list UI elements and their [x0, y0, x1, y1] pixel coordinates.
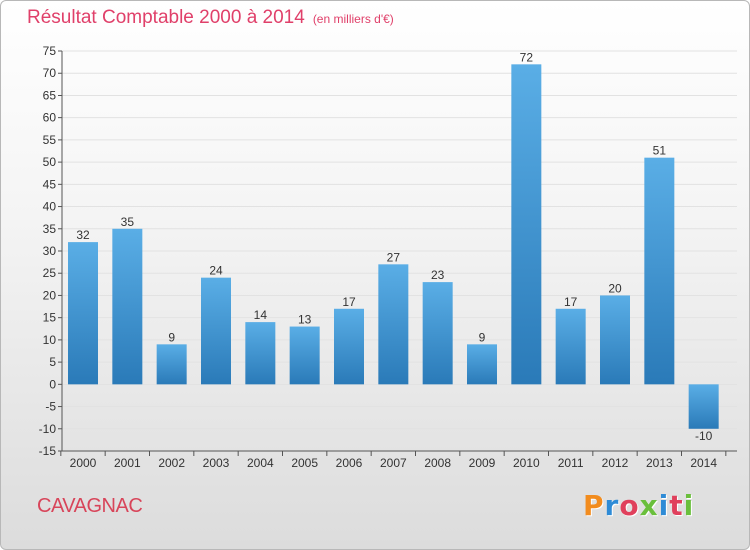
y-tick-label: 0: [49, 377, 56, 391]
y-tick-label: 35: [43, 222, 57, 236]
data-label: 9: [168, 330, 175, 344]
logo-letter: P: [583, 489, 605, 522]
bar: [334, 308, 364, 385]
title-unit: (en milliers d'€): [312, 12, 394, 26]
y-tick-label: 20: [43, 288, 57, 302]
y-tick-label: 25: [43, 266, 57, 280]
data-label: 51: [653, 144, 667, 158]
y-tick-label: 30: [43, 244, 57, 258]
logo-letter: o: [619, 489, 640, 522]
y-tick-label: 5: [49, 355, 56, 369]
bar: [112, 228, 143, 385]
x-tick-label: 2003: [203, 456, 230, 470]
y-tick-label: 45: [43, 177, 57, 191]
x-tick-label: 2006: [336, 456, 363, 470]
x-tick-label: 2013: [646, 456, 673, 470]
y-tick-label: 60: [43, 111, 57, 125]
data-label: 14: [254, 308, 268, 322]
x-tick-label: 2007: [380, 456, 407, 470]
logo-letter: t: [669, 489, 684, 522]
y-tick-label: 55: [43, 133, 57, 147]
bar: [156, 344, 187, 385]
data-label: 9: [479, 330, 486, 344]
data-label: 20: [608, 281, 622, 295]
y-tick-label: 10: [43, 333, 57, 347]
data-label: 72: [520, 50, 534, 64]
y-tick-label: 50: [43, 155, 57, 169]
y-tick-label: -5: [45, 400, 56, 414]
x-tick-label: 2002: [158, 456, 185, 470]
commune-name: CAVAGNAC: [37, 495, 143, 517]
x-tick-label: 2009: [469, 456, 496, 470]
logo-letter: i: [683, 489, 695, 522]
bar: [555, 308, 586, 385]
x-tick-label: 2004: [247, 456, 274, 470]
bar: [511, 64, 542, 385]
chart-title: Résultat Comptable 2000 à 2014 (en millie…: [27, 7, 394, 29]
y-tick-label: -10: [39, 422, 57, 436]
x-tick-label: 2011: [558, 456, 584, 470]
y-tick-label: 65: [43, 88, 57, 102]
y-tick-label: 15: [43, 311, 57, 325]
bar: [688, 384, 719, 429]
x-tick-label: 2005: [291, 456, 318, 470]
logo-letter: r: [604, 489, 620, 522]
y-tick-label: -15: [39, 444, 57, 458]
data-label: 17: [564, 295, 578, 309]
bar: [289, 326, 320, 385]
x-tick-label: 2000: [70, 456, 97, 470]
logo-letter: i: [658, 489, 670, 522]
x-tick-label: 2014: [690, 456, 717, 470]
data-labels: 32 35 9 24 14 13 17 27 23 9 72 17 20 51 -10: [76, 50, 712, 442]
title-text: Résultat Comptable 2000 à 2014: [27, 7, 305, 28]
bar: [378, 264, 409, 385]
data-label: 24: [209, 264, 223, 278]
axes: -15 -10 -5 0 5 10 15 20 25 30 35 40 45 50 55 60 65 70 75 20…: [39, 44, 737, 470]
bar: [201, 277, 231, 385]
x-tick-label: 2012: [602, 456, 629, 470]
data-label: 23: [431, 268, 445, 282]
proxiti-logo[interactable]: Proxiti: [583, 489, 694, 522]
y-tick-label: 75: [43, 44, 57, 58]
data-label: 13: [298, 313, 312, 327]
y-tick-label: 70: [43, 66, 57, 80]
bar: [422, 282, 453, 385]
data-label: 17: [342, 295, 356, 309]
data-label: -10: [695, 429, 713, 443]
bar: [467, 344, 497, 385]
logo-letter: x: [639, 489, 659, 522]
x-tick-label: 2008: [424, 456, 451, 470]
y-tick-label: 40: [43, 200, 57, 214]
bars: [68, 64, 719, 429]
bar: [68, 242, 98, 385]
x-tick-label: 2001: [114, 456, 141, 470]
x-tick-label: 2010: [513, 456, 540, 470]
data-label: 32: [76, 228, 90, 242]
data-label: 27: [387, 250, 401, 264]
bar: [644, 157, 675, 385]
data-label: 35: [121, 215, 135, 229]
bar: [245, 322, 276, 385]
bar: [600, 295, 630, 385]
